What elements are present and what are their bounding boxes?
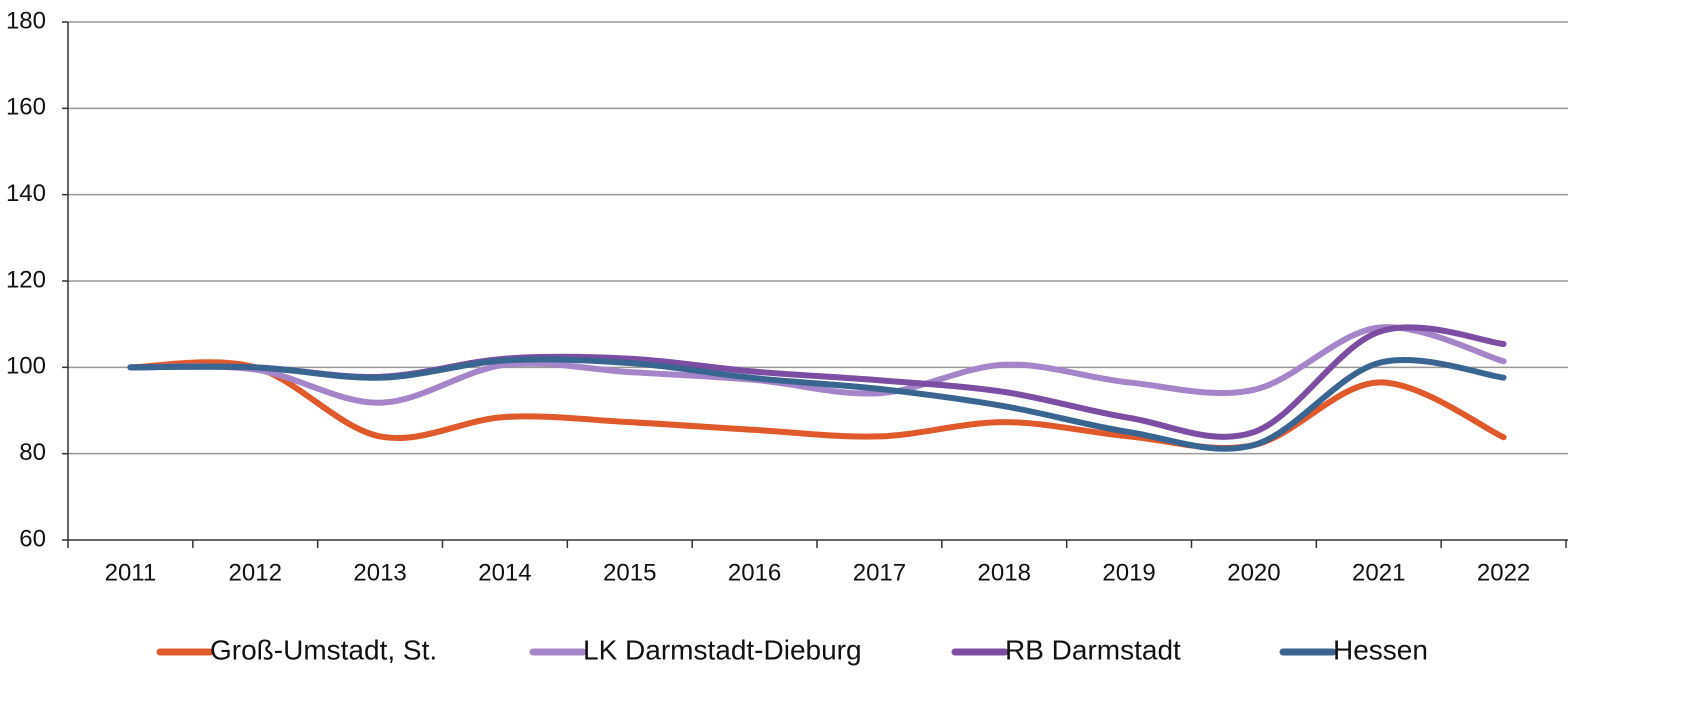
- legend-label: Groß-Umstadt, St.: [210, 634, 437, 665]
- y-tick-label: 160: [6, 94, 46, 121]
- x-tick-label: 2018: [978, 559, 1031, 586]
- y-tick-label: 120: [6, 266, 46, 293]
- x-tick-label: 2021: [1352, 559, 1405, 586]
- y-tick-label: 180: [6, 7, 46, 34]
- x-tick-label: 2017: [853, 559, 906, 586]
- x-tick-label: 2016: [728, 559, 781, 586]
- x-tick-label: 2015: [603, 559, 656, 586]
- x-tick-label: 2022: [1477, 559, 1530, 586]
- x-tick-label: 2020: [1227, 559, 1280, 586]
- y-tick-label: 100: [6, 353, 46, 380]
- y-tick-label: 140: [6, 180, 46, 207]
- x-tick-label: 2012: [229, 559, 282, 586]
- x-tick-label: 2019: [1102, 559, 1155, 586]
- y-tick-label: 60: [19, 525, 46, 552]
- legend-label: RB Darmstadt: [1005, 634, 1181, 665]
- x-tick-label: 2014: [478, 559, 531, 586]
- y-tick-label: 80: [19, 439, 46, 466]
- legend-label: LK Darmstadt-Dieburg: [583, 634, 862, 665]
- x-tick-label: 2011: [105, 559, 157, 586]
- legend-label: Hessen: [1333, 634, 1428, 665]
- series-line: [127, 356, 1507, 452]
- x-tick-label: 2013: [353, 559, 406, 586]
- series-line: [127, 324, 1507, 406]
